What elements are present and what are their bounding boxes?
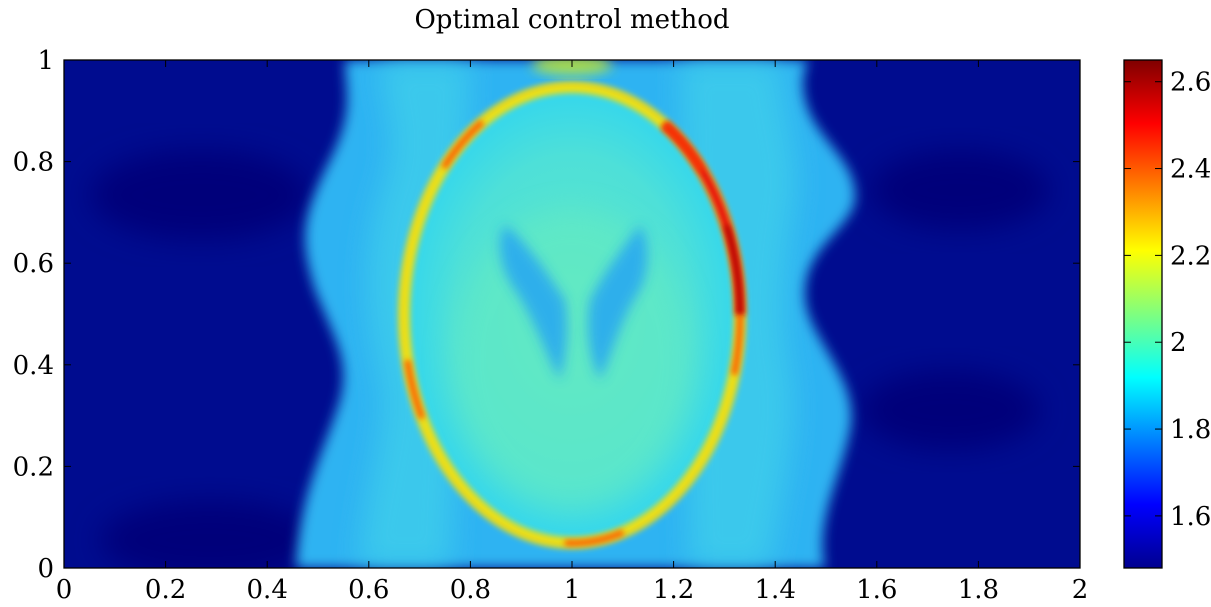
rim-side-accents [401,84,743,546]
colorbar-tick-label: 2.6 [1170,68,1211,98]
colorbar-ticks: 1.6 1.8 2 2.2 2.4 2.6 [1124,68,1211,532]
top-glow [532,60,612,75]
colorbar-tick-label: 2 [1170,328,1187,358]
x-tick-label: 1 [564,575,581,605]
dark-blob-right-mid [860,370,1040,450]
colorbar-tick-label: 1.6 [1170,502,1211,532]
heatmap-field [64,60,1080,568]
y-tick-label: 0.4 [13,351,54,381]
x-tick-label: 1.4 [755,575,796,605]
x-tick-label: 1.8 [958,575,999,605]
inner-highlight [452,210,692,510]
x-axis-ticks: 0 0.2 0.4 0.6 0.8 1 1.2 1.4 1.6 1.8 2 [56,60,1089,605]
chart-title: Optimal control method [414,5,729,35]
colorbar-tick-label: 2.2 [1170,241,1211,271]
colorbar-tick-label: 2.4 [1170,155,1211,185]
x-tick-label: 0.2 [145,575,186,605]
y-tick-label: 0.8 [13,148,54,178]
y-tick-label: 0 [37,554,54,584]
colorbar [1123,59,1163,569]
x-tick-label: 1.2 [653,575,694,605]
x-tick-label: 0.8 [450,575,491,605]
dark-blob-right-top [870,150,1050,230]
y-tick-label: 1 [37,46,54,76]
x-tick-label: 0.4 [247,575,288,605]
x-tick-label: 1.6 [856,575,897,605]
x-tick-label: 0 [56,575,73,605]
y-tick-label: 0.2 [13,452,54,482]
y-axis-ticks: 0 0.2 0.4 0.6 0.8 1 [13,46,1080,584]
x-tick-label: 0.6 [348,575,389,605]
dark-blob-left-bottom [100,500,320,568]
inner-v-feature [499,225,648,380]
x-tick-label: 2 [1072,575,1089,605]
dark-blob-left-top [90,150,310,240]
colorbar-tick-label: 1.8 [1170,415,1211,445]
y-tick-label: 0.6 [13,249,54,279]
